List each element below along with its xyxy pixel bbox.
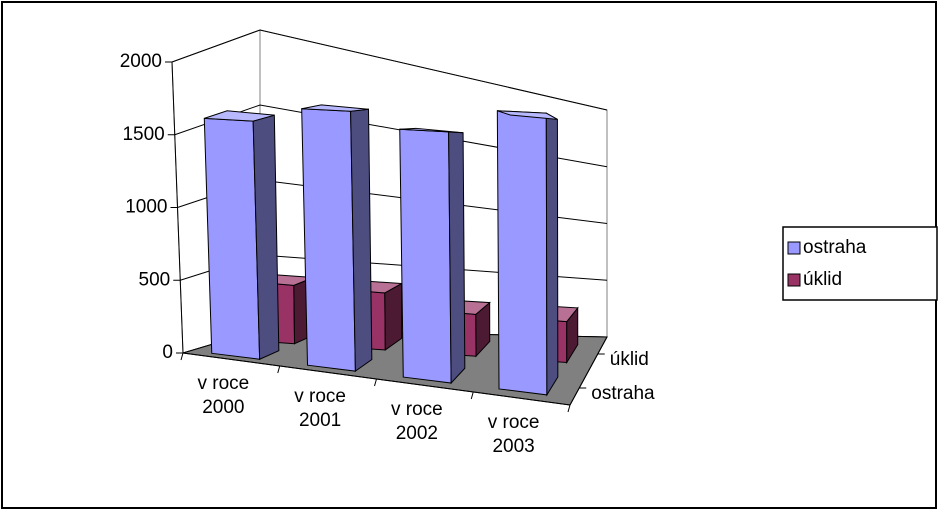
grid-line — [174, 104, 608, 168]
bar-side — [545, 112, 559, 397]
x-tick — [180, 352, 184, 361]
bar-front — [496, 110, 548, 396]
x-tick-label: v roce 2002 — [391, 398, 443, 444]
legend-swatch — [787, 273, 801, 287]
legend-swatch — [787, 241, 801, 255]
y-tick-label: 1000 — [125, 197, 167, 218]
bar-front — [399, 128, 452, 384]
depth-label: ostraha — [591, 383, 655, 404]
legend-label: ostraha — [803, 237, 867, 258]
depth-label: úklid — [610, 349, 649, 370]
y-tick-label: 0 — [162, 342, 173, 363]
y-axis — [171, 61, 184, 354]
x-tick — [567, 404, 571, 413]
bar — [301, 104, 373, 373]
x-tick — [470, 391, 474, 400]
depth-axis — [569, 336, 608, 406]
bar-front — [203, 117, 261, 360]
bar — [399, 127, 466, 385]
y-tick-label: 1500 — [122, 124, 164, 145]
x-tick-label: v roce 2003 — [487, 411, 540, 457]
bar-side — [384, 282, 403, 351]
legend-box — [782, 226, 938, 301]
bar-top — [301, 104, 369, 112]
bar — [203, 110, 280, 361]
bar-top — [204, 110, 275, 122]
legend-label: úklid — [803, 269, 842, 290]
y-tick-label: 2000 — [120, 51, 162, 72]
bar-top — [497, 110, 558, 120]
x-tick-label: v roce 2000 — [197, 372, 250, 418]
x-tick — [374, 378, 377, 387]
bar-front — [301, 108, 356, 372]
bar-top — [399, 127, 464, 134]
grid-line — [171, 29, 608, 111]
x-tick-label: v roce 2001 — [294, 385, 346, 431]
bar — [496, 110, 559, 397]
x-tick — [277, 365, 281, 374]
y-tick-label: 500 — [139, 269, 171, 290]
bar-side — [448, 131, 466, 385]
